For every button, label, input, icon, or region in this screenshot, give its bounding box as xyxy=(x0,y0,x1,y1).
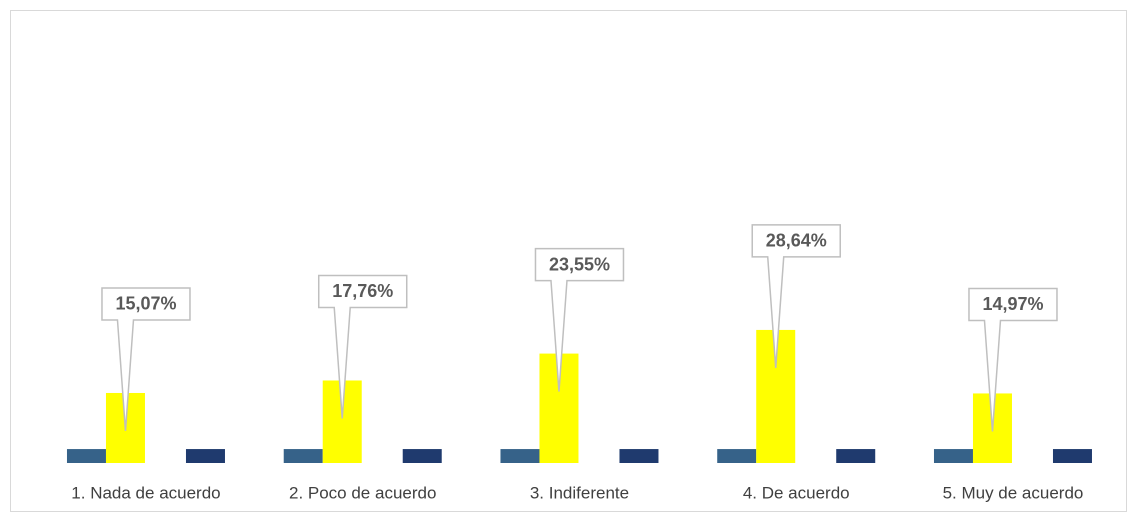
bar xyxy=(717,449,757,463)
data-label-callout xyxy=(751,224,841,368)
bar xyxy=(185,449,225,463)
x-tick-label: 4. De acuerdo xyxy=(743,483,850,502)
x-tick-label: 3. Indiferente xyxy=(530,483,629,502)
data-label-callout xyxy=(101,287,191,432)
bar xyxy=(500,449,540,463)
bar xyxy=(836,449,876,463)
data-label-callout xyxy=(317,274,408,419)
bar xyxy=(1052,449,1092,463)
data-label: 14,97% xyxy=(982,294,1043,314)
bar xyxy=(619,449,659,463)
x-tick-label: 1. Nada de acuerdo xyxy=(71,483,220,502)
data-label-callout xyxy=(534,247,625,392)
data-label: 28,64% xyxy=(766,231,827,251)
bar xyxy=(283,449,323,463)
bar xyxy=(66,449,106,463)
bar xyxy=(933,449,973,463)
data-label-callout xyxy=(968,287,1058,432)
x-tick-label: 5. Muy de acuerdo xyxy=(943,483,1084,502)
x-tick-label: 2. Poco de acuerdo xyxy=(289,483,436,502)
data-label: 23,55% xyxy=(549,254,610,274)
bar xyxy=(402,449,442,463)
data-label: 15,07% xyxy=(115,294,176,314)
data-label: 17,76% xyxy=(332,281,393,301)
